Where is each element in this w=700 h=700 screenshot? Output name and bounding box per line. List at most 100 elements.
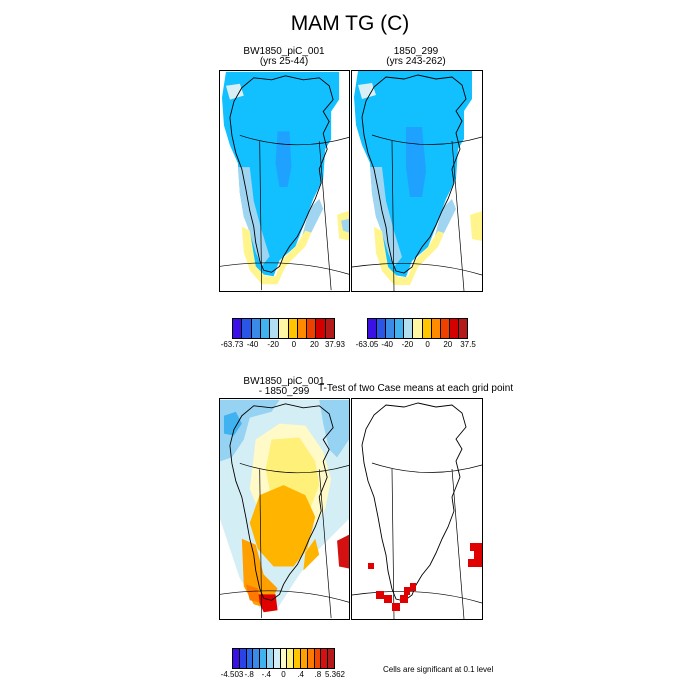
page-title: MAM TG (C) bbox=[290, 12, 410, 35]
colorbar-3-label: 5.362 bbox=[324, 670, 346, 679]
coastline bbox=[361, 74, 467, 274]
colorbar-3-swatch bbox=[321, 649, 329, 668]
panel-1-title-line1: BW1850_piC_001 bbox=[243, 46, 325, 57]
warm-centre bbox=[249, 485, 316, 567]
colorbar-1-swatch bbox=[270, 319, 280, 338]
colorbar-2-swatch bbox=[368, 319, 378, 338]
colorbar-3-swatch bbox=[266, 649, 274, 668]
warm-coast-east bbox=[470, 211, 482, 241]
colorbar-2-swatch bbox=[386, 319, 396, 338]
colorbar-2-label: -63.05 bbox=[355, 340, 379, 349]
graticule bbox=[352, 134, 482, 291]
colorbar-1-swatch bbox=[288, 319, 298, 338]
panel-3-title-line1: BW1850_piC_001 bbox=[243, 376, 325, 387]
warm-east-coast bbox=[303, 538, 320, 571]
colorbar-2-label: 20 bbox=[443, 340, 453, 349]
colorbar-3-swatch bbox=[307, 649, 315, 668]
pale-north-patch bbox=[358, 83, 376, 99]
colorbar-1-swatch bbox=[251, 319, 261, 338]
colorbar-2-label: 37.5 bbox=[460, 340, 476, 349]
colorbar-1-label: -20 bbox=[267, 340, 279, 349]
colorbar-3-swatches bbox=[232, 648, 335, 669]
colorbar-1-labels: -63.73 -40 -20 0 20 37.93 bbox=[221, 339, 345, 351]
map-panel-4-canvas bbox=[352, 402, 482, 619]
colorbar-3-swatch bbox=[328, 649, 334, 668]
map-panel-1 bbox=[219, 70, 350, 292]
cool-northwest bbox=[223, 411, 242, 436]
colorbar-3-swatch bbox=[300, 649, 308, 668]
graticule bbox=[220, 463, 349, 619]
colorbar-3-label: .4 bbox=[297, 670, 304, 679]
colorbar-2: -63.05 -40 -20 0 20 37.5 bbox=[356, 318, 476, 351]
orange-tip bbox=[245, 584, 260, 603]
colorbar-1-label: 0 bbox=[291, 340, 297, 349]
map-panel-4 bbox=[351, 398, 483, 620]
graticule bbox=[220, 135, 349, 291]
colorbar-3: -4.503 -.8 -.4 0 .4 .8 5.362 bbox=[221, 648, 345, 681]
colorbar-1-swatch bbox=[260, 319, 271, 338]
colorbar-2-labels: -63.05 -40 -20 0 20 37.5 bbox=[356, 339, 476, 351]
panel-3-title-line2: - 1850_299 bbox=[258, 386, 310, 397]
colorbar-3-labels: -4.503 -.8 -.4 0 .4 .8 5.362 bbox=[221, 669, 345, 681]
colorbar-1-swatch bbox=[297, 319, 308, 338]
cool-edge-east bbox=[341, 218, 349, 233]
colorbar-2-label: -20 bbox=[401, 340, 414, 349]
colorbar-1-swatch bbox=[316, 319, 326, 338]
colorbar-2-swatches bbox=[367, 318, 468, 339]
panel-2-title: 1850_299 (yrs 243-262) bbox=[351, 47, 481, 67]
colorbar-3-swatch bbox=[246, 649, 254, 668]
colorbar-3-swatch bbox=[294, 649, 301, 668]
colorbar-2-swatch bbox=[440, 319, 450, 338]
colorbar-1-label: 20 bbox=[309, 340, 319, 349]
colorbar-3-swatch bbox=[287, 649, 295, 668]
warm-coast-south bbox=[241, 226, 312, 285]
colorbar-2-label: -40 bbox=[381, 340, 393, 349]
hot-east-edge bbox=[337, 534, 349, 569]
cool-coast-west bbox=[370, 167, 402, 267]
colorbar-3-swatch bbox=[260, 649, 267, 668]
colorbar-3-label: .8 bbox=[314, 670, 322, 679]
colorbar-1-label: -63.73 bbox=[220, 340, 244, 349]
panel-2-title-line1: 1850_299 bbox=[393, 46, 439, 57]
colorbar-1: -63.73 -40 -20 0 20 37.93 bbox=[221, 318, 345, 351]
colorbar-1-label: -40 bbox=[246, 340, 259, 349]
cool-northeast bbox=[319, 399, 349, 458]
colorbar-3-swatch bbox=[280, 649, 288, 668]
colorbar-2-swatch bbox=[404, 319, 414, 338]
colorbar-3-swatch bbox=[314, 649, 322, 668]
map-panel-2-canvas bbox=[352, 71, 482, 291]
colorbar-3-swatch bbox=[233, 649, 240, 668]
panel-1-title-line2: (yrs 25-44) bbox=[259, 56, 309, 67]
colorbar-1-swatch bbox=[242, 319, 252, 338]
warm-coast-south bbox=[374, 227, 444, 285]
colorbar-1-swatches bbox=[232, 318, 335, 339]
colorbar-3-label: -4.503 bbox=[220, 670, 244, 679]
colorbar-1-label: 37.93 bbox=[324, 340, 346, 349]
colorbar-3-label: 0 bbox=[281, 670, 286, 679]
colorbar-3-swatch bbox=[273, 649, 281, 668]
colorbar-3-label: -.8 bbox=[244, 670, 254, 679]
colorbar-1-swatch bbox=[233, 319, 243, 338]
pale-north-patch bbox=[225, 83, 244, 100]
panel-2-title-line2: (yrs 243-262) bbox=[386, 56, 446, 67]
panel-1-title: BW1850_piC_001 (yrs 25-44) bbox=[219, 47, 349, 67]
colorbar-2-swatch bbox=[422, 319, 432, 338]
colorbar-1-swatch bbox=[279, 319, 289, 338]
colorbar-3-swatch bbox=[239, 649, 247, 668]
colorbar-3-swatch bbox=[253, 649, 261, 668]
map-panel-2 bbox=[351, 70, 483, 292]
coastline bbox=[361, 402, 467, 602]
colorbar-2-swatch bbox=[458, 319, 468, 338]
graticule bbox=[352, 462, 482, 619]
coastline bbox=[229, 403, 334, 601]
cool-coast-west bbox=[237, 167, 270, 267]
colorbar-1-swatch bbox=[325, 319, 334, 338]
map-panel-1-canvas bbox=[220, 71, 349, 291]
significant-cells bbox=[368, 543, 482, 611]
significance-note: Cells are significant at 0.1 level bbox=[383, 665, 494, 674]
map-panel-3-canvas bbox=[220, 399, 349, 619]
colorbar-2-swatch bbox=[377, 319, 387, 338]
colorbar-2-swatch bbox=[413, 319, 423, 338]
colorbar-2-swatch bbox=[449, 319, 459, 338]
map-panel-3 bbox=[219, 398, 350, 620]
